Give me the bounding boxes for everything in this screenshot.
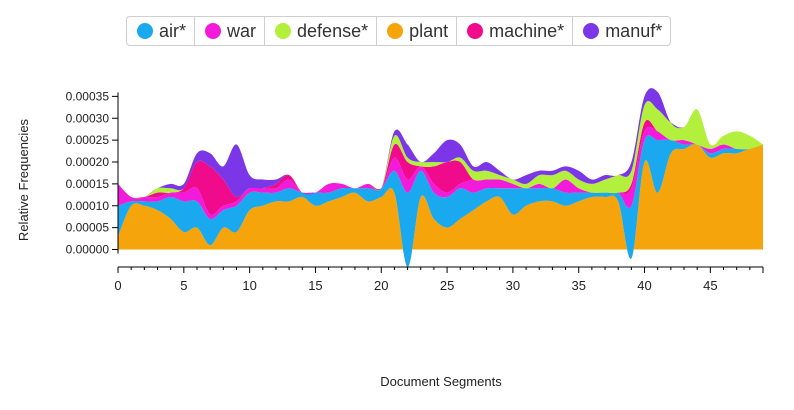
x-axis: 0 5 10 15 20 25 30 35 40 45 [114,266,764,293]
stream-areas [118,88,763,268]
x-tick-label: 10 [242,278,256,293]
y-tick-label: 0.00000 [66,243,110,257]
chart-legend: air* war defense* plant machine* manuf* [126,16,672,46]
legend-item-manuf[interactable]: manuf* [573,17,670,45]
legend-swatch-defense [275,23,292,39]
y-tick-label: 0.00020 [66,155,110,169]
x-tick-label: 25 [440,278,454,293]
y-tick-label: 0.00010 [66,199,110,213]
x-tick-label: 0 [114,278,121,293]
x-tick-label: 20 [374,278,388,293]
legend-label-defense: defense* [297,20,369,41]
legend-swatch-manuf [583,23,600,39]
x-tick-label: 45 [703,278,717,293]
legend-item-machine[interactable]: machine* [457,17,574,45]
legend-swatch-plant [387,23,404,39]
x-tick-label: 35 [571,278,585,293]
x-tick-label: 30 [506,278,520,293]
legend-label-plant: plant [409,20,449,41]
legend-swatch-war [205,23,222,39]
x-axis-label: Document Segments [380,374,502,389]
x-tick-label: 15 [308,278,322,293]
legend-swatch-machine [467,23,484,39]
legend-label-machine: machine* [489,20,565,41]
legend-item-air[interactable]: air* [127,17,196,45]
stream-layer-machine [118,119,763,216]
y-tick-label: 0.00025 [66,133,110,147]
legend-label-manuf: manuf* [605,20,663,41]
legend-item-plant[interactable]: plant [377,17,458,45]
y-axis-label: Relative Frequencies [16,118,31,241]
stream-layer-manuf [118,88,763,199]
legend-item-defense[interactable]: defense* [265,17,378,45]
legend-swatch-air [137,23,153,39]
y-tick-label: 0.00030 [66,111,110,125]
y-tick-label: 0.00015 [66,177,110,191]
stream-layer-plant [118,144,763,268]
legend-label-air: air* [159,20,187,41]
legend-label-war: war [227,20,257,41]
y-axis: 0.00000 0.00005 0.00010 0.00015 0.00020 0.000… [66,89,119,257]
x-tick-label: 40 [637,278,651,293]
stream-layer-air [118,135,763,268]
y-tick-label: 0.00005 [66,221,110,235]
y-tick-label: 0.00035 [66,89,110,103]
legend-item-war[interactable]: war [195,17,266,45]
x-tick-label: 5 [180,278,187,293]
